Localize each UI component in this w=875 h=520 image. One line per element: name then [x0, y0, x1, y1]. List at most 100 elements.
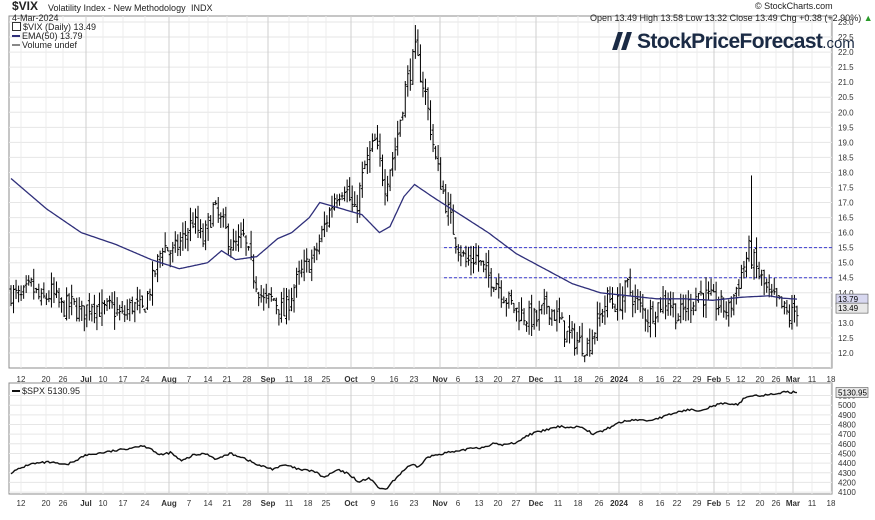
price-y-tick-label: 17.5	[838, 183, 854, 192]
price-x-tick-label: 14	[204, 375, 213, 384]
spx-y-tick-label: 4900	[838, 411, 856, 420]
spx-x-tick-label: 27	[512, 499, 521, 508]
price-y-tick-label: 15.0	[838, 259, 854, 268]
legend-price: $VIX (Daily) 13.49	[12, 22, 96, 33]
ema-50-line	[10, 178, 798, 301]
ohlc-bar	[287, 289, 291, 321]
ohlc-bar	[434, 145, 438, 160]
price-y-axis: 12.012.513.013.514.014.515.015.516.016.5…	[838, 18, 854, 358]
price-x-tick-label: 5	[726, 375, 731, 384]
ohlc-bar	[292, 284, 296, 313]
ohlc-bar	[163, 232, 167, 253]
price-y-tick-label: 16.0	[838, 229, 854, 238]
price-x-tick-label: Oct	[344, 375, 358, 384]
spx-x-tick-label: 26	[595, 499, 604, 508]
ohlc-bar	[664, 290, 668, 320]
ohlc-bar	[135, 286, 139, 311]
ohlc-bar	[755, 237, 759, 279]
ohlc-bar	[176, 234, 180, 257]
spx-legend-icon	[12, 390, 20, 392]
spx-x-tick-label: 25	[322, 499, 331, 508]
price-x-tick-label: 12	[737, 375, 746, 384]
vix-value-tag-box	[835, 302, 869, 314]
ohlc-bar	[646, 309, 650, 333]
ohlc-bar	[522, 308, 526, 326]
ohlc-bar	[52, 277, 56, 304]
price-y-tick-label: 16.5	[838, 214, 854, 223]
ohlc-bar	[611, 287, 615, 309]
spx-y-axis: 4100420043004400450046004700480049005000…	[838, 392, 856, 498]
ohlc-bar	[373, 133, 377, 141]
price-x-tick-label: 28	[243, 375, 252, 384]
chart-credit: © StockCharts.com	[755, 1, 833, 11]
ohlc-bar	[103, 300, 107, 315]
ohlc-bar	[406, 65, 410, 97]
ohlc-bar	[62, 300, 66, 318]
price-y-tick-label: 18.5	[838, 153, 854, 162]
price-x-tick-label: 17	[119, 375, 128, 384]
legend-spx: $SPX 5130.95	[12, 386, 80, 397]
ohlc-bar	[616, 287, 620, 321]
ohlc-bar	[39, 288, 43, 306]
price-x-tick-label: 26	[772, 375, 781, 384]
legend-volume: Volume undef	[12, 40, 77, 51]
ohlc-bar	[590, 329, 594, 355]
ohlc-bar	[234, 230, 238, 251]
ohlc-bar	[82, 305, 86, 332]
price-x-tick-label: 29	[693, 375, 702, 384]
ohlc-bar	[312, 246, 316, 263]
ohlc-bar	[744, 251, 748, 278]
price-x-tick-label: 25	[322, 375, 331, 384]
spx-x-tick-label: 7	[187, 499, 192, 508]
ohlc-bar	[315, 242, 319, 261]
price-x-tick-label: 11	[808, 375, 817, 384]
legend-volume-label: Volume undef	[22, 40, 78, 50]
price-x-tick-label: 8	[639, 375, 644, 384]
ohlc-bar	[790, 295, 794, 330]
brand-domain: .com	[822, 35, 855, 52]
price-y-tick-label: 20.0	[838, 108, 854, 117]
spx-x-tick-label: Feb	[707, 499, 721, 508]
ohlc-bar	[27, 275, 31, 286]
price-x-tick-label: Dec	[529, 375, 544, 384]
ohlc-bar	[765, 278, 769, 293]
ohlc-bar	[348, 177, 352, 202]
ohlc-bar	[489, 268, 493, 297]
ohlc-bar	[19, 285, 23, 301]
ohlc-bar	[209, 215, 213, 228]
price-x-tick-label: Sep	[261, 375, 276, 384]
ohlc-bar	[477, 245, 481, 272]
ohlc-bar	[557, 297, 561, 324]
ohlc-bar	[24, 275, 28, 294]
price-x-tick-label: Feb	[707, 375, 721, 384]
ohlc-bar	[388, 169, 392, 192]
price-y-tick-label: 23.0	[838, 18, 854, 27]
ohlc-bar	[173, 231, 177, 253]
spx-x-tick-label: 28	[243, 499, 252, 508]
ohlc-bar	[656, 302, 660, 323]
ohlc-bar	[125, 299, 129, 320]
ohlc-bar	[262, 288, 266, 311]
ohlc-bar	[317, 234, 321, 255]
ohlc-bar	[565, 330, 569, 343]
spx-gridlines	[9, 383, 832, 494]
ohlc-bar	[247, 245, 251, 251]
ohlc-bar	[110, 292, 114, 309]
ohlc-bar	[512, 302, 516, 314]
ohlc-bar	[231, 228, 235, 251]
ohlc-bar	[236, 224, 240, 252]
ohlc-bar	[570, 321, 574, 339]
ohlc-bar	[552, 309, 556, 321]
ohlc-bar	[504, 297, 508, 317]
ohlc-bar	[290, 287, 294, 312]
exchange-label: INDX	[191, 3, 213, 13]
ohlc-bar	[54, 281, 58, 299]
ohlc-bar	[403, 81, 407, 118]
ohlc-bar	[226, 223, 230, 255]
ohlc-bar	[196, 205, 200, 238]
ohlc-bar	[598, 302, 602, 327]
ohlc-bar	[429, 100, 433, 141]
ohlc-bar	[370, 133, 374, 152]
ohlc-bar	[782, 300, 786, 315]
